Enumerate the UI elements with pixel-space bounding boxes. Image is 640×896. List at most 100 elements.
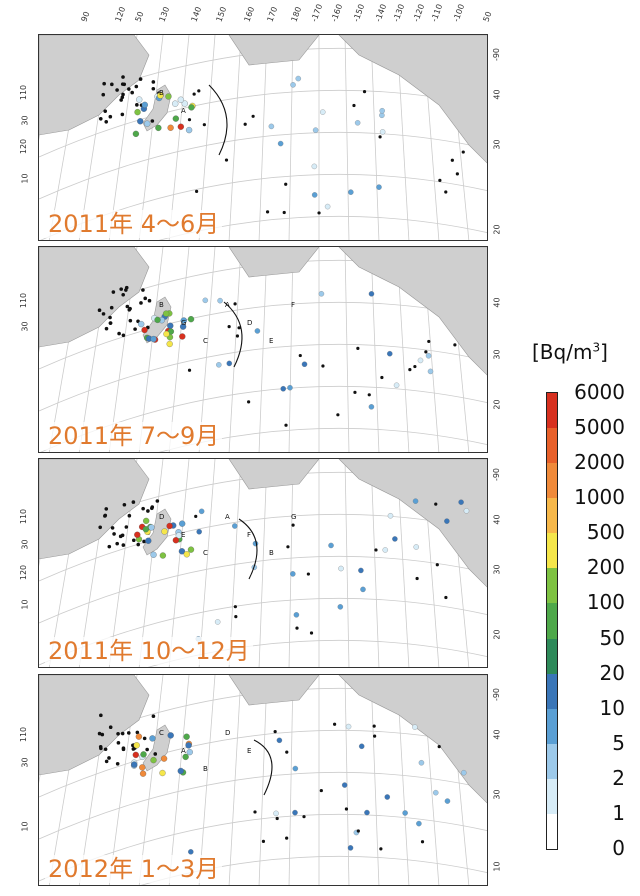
sample-point: [364, 809, 370, 816]
non-detect-point: [317, 211, 321, 215]
alaska-landmass: [228, 35, 320, 66]
non-detect-point: [103, 513, 108, 518]
colorbar-tick-label: 5: [612, 730, 625, 755]
sample-point: [384, 794, 391, 800]
sample-point: [143, 517, 150, 525]
non-detect-point: [450, 158, 454, 162]
non-detect-point: [282, 210, 286, 215]
non-detect-point: [104, 326, 109, 331]
sample-point: [166, 522, 173, 530]
sample-point: [427, 368, 434, 375]
non-detect-point: [104, 507, 109, 511]
sample-point: [277, 140, 284, 147]
sample-point: [217, 297, 223, 304]
lat-label: -90: [492, 47, 502, 62]
lon-label: 50: [481, 10, 494, 23]
non-detect-point: [150, 506, 154, 511]
non-detect-point: [295, 626, 299, 630]
sample-point: [418, 760, 425, 766]
colorbar-segment: [547, 428, 557, 464]
non-detect-point: [141, 506, 145, 511]
lat-label: 110: [19, 508, 29, 525]
sample-point: [444, 518, 450, 524]
lon-label: -150: [351, 2, 367, 23]
sample-point: [187, 316, 195, 323]
sample-point: [183, 551, 190, 558]
sample-point: [273, 810, 279, 817]
non-detect-point: [124, 525, 129, 529]
non-detect-point: [120, 731, 125, 736]
sample-point: [134, 108, 141, 116]
colorbar-segment: [547, 638, 557, 675]
longitude-line: [228, 675, 242, 885]
non-detect-point: [224, 158, 229, 162]
lon-label: 160: [242, 5, 257, 23]
non-detect-point: [197, 89, 201, 93]
non-detect-point: [234, 615, 238, 619]
sample-point: [177, 96, 184, 103]
sample-point: [214, 619, 221, 625]
sample-point: [402, 810, 408, 816]
sample-point: [144, 120, 151, 127]
unit-bracket: ]: [600, 340, 608, 364]
lat-label: 40: [492, 89, 502, 100]
north-america-landmass: [338, 35, 487, 164]
longitude-line: [258, 459, 268, 667]
non-detect-point: [119, 287, 123, 291]
sample-point: [382, 547, 389, 553]
lon-label: -140: [373, 2, 389, 23]
sample-point: [196, 528, 202, 535]
longitude-line: [288, 247, 294, 452]
non-detect-point: [146, 509, 150, 513]
non-detect-point: [237, 326, 241, 330]
latitude-line: [39, 555, 487, 624]
colorbar-segment: [547, 778, 557, 815]
sample-point: [188, 104, 195, 111]
non-detect-point: [153, 752, 158, 756]
sample-point: [188, 849, 194, 855]
sample-point: [416, 820, 422, 827]
colorbar-tick-label: 2000: [574, 450, 625, 475]
map-panel-2012-jan-mar: C A B D E 2012年 1〜3月: [38, 674, 488, 886]
sample-point: [172, 115, 179, 122]
sample-point: [280, 385, 286, 392]
lat-label: 10: [492, 861, 502, 872]
sample-point: [232, 523, 238, 529]
japan-landmass: [142, 508, 172, 556]
sample-point: [167, 322, 174, 329]
sample-point: [181, 100, 188, 107]
non-detect-point: [98, 744, 103, 749]
front-curve: [253, 739, 273, 796]
sample-point: [387, 513, 394, 519]
non-detect-point: [275, 816, 279, 821]
non-detect-point: [121, 543, 126, 547]
latitude-line: [140, 855, 487, 885]
station-label: B: [269, 549, 274, 557]
station-label: D: [247, 319, 252, 327]
longitude-line: [258, 247, 268, 452]
north-america-landmass: [338, 675, 487, 804]
asia-landmass: [39, 459, 150, 560]
sample-point: [139, 764, 146, 771]
sample-point: [433, 789, 439, 796]
non-detect-point: [356, 829, 360, 833]
non-detect-point: [110, 82, 114, 87]
non-detect-point: [122, 502, 127, 507]
non-detect-point: [121, 747, 126, 752]
non-detect-point: [98, 525, 103, 530]
station-label: A: [181, 747, 186, 755]
non-detect-point: [251, 114, 255, 118]
sample-point: [172, 100, 179, 107]
sample-point: [347, 845, 354, 851]
period-title: 2011年 10〜12月: [45, 637, 253, 665]
sample-point: [311, 192, 318, 198]
longitude-line: [370, 247, 380, 452]
sample-point: [412, 724, 418, 730]
non-detect-point: [291, 523, 295, 527]
non-detect-point: [261, 839, 266, 843]
colorbar-tick-label: 20: [599, 660, 625, 685]
non-detect-point: [227, 325, 231, 329]
non-detect-point: [192, 92, 196, 96]
lon-label: 140: [189, 5, 204, 23]
longitude-line: [344, 247, 350, 452]
